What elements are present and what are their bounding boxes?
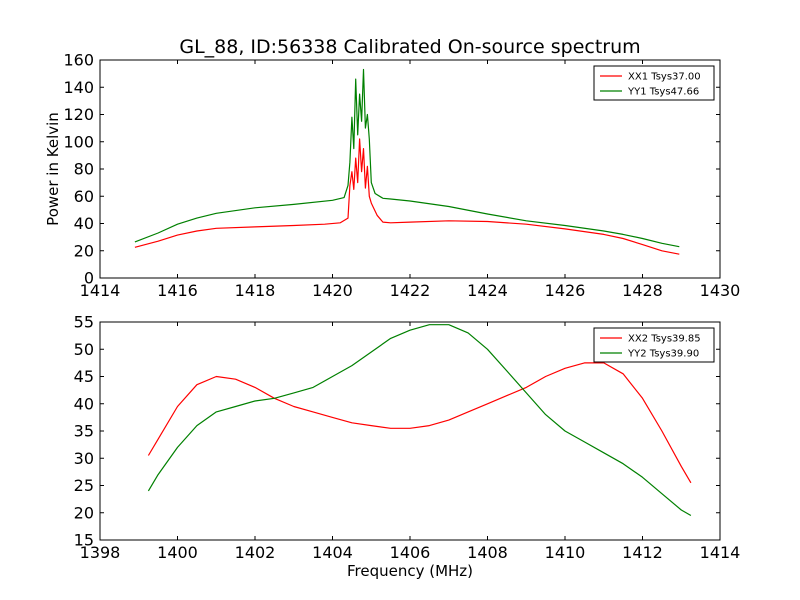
top-panel: 1414 1416 1418 1420 1422 1424 1426 1428 1430 0 20 4… [44, 51, 740, 301]
x-tick-label: 1398 [80, 543, 121, 562]
y-tick-label: 40 [74, 394, 94, 413]
legend-entry: XX2 Tsys39.85 [628, 334, 701, 345]
y-tick-label: 60 [74, 187, 94, 206]
x-tick-label: 1430 [700, 281, 741, 300]
y-tick-label: 100 [63, 132, 94, 151]
series-line-xx2 [147, 362, 692, 484]
y-tick-label: 80 [74, 160, 94, 179]
y-tick-label: 45 [74, 367, 94, 386]
y-tick-label: 40 [74, 214, 94, 233]
x-tick-label: 1414 [700, 543, 741, 562]
x-tick-label: 1426 [545, 281, 586, 300]
y-tick-label: 160 [63, 51, 94, 70]
y-axis-label: Power in Kelvin [44, 112, 62, 226]
legend: XX1 Tsys37.00 YY1 Tsys47.66 [593, 65, 715, 101]
y-tick-label: 15 [74, 531, 94, 550]
x-tick-label: 1408 [467, 543, 508, 562]
legend-entry: YY1 Tsys47.66 [627, 87, 699, 98]
series-line-yy2 [147, 324, 692, 517]
legend-entry: YY2 Tsys39.90 [627, 349, 699, 360]
x-tick-label: 1424 [467, 281, 508, 300]
x-tick-label: 1428 [622, 281, 663, 300]
y-tick-label: 25 [74, 476, 94, 495]
x-tick-label: 1422 [390, 281, 431, 300]
series-line-yy1 [134, 68, 680, 248]
y-tick-label: 55 [74, 313, 94, 332]
chart-title: GL_88, ID:56338 Calibrated On-source spe… [179, 36, 640, 58]
x-tick-label: 1406 [390, 543, 431, 562]
y-tick-label: 0 [84, 269, 94, 288]
x-tick-label: 1402 [235, 543, 276, 562]
y-tick-label: 120 [63, 105, 94, 124]
series-line-xx1 [134, 138, 680, 255]
legend-box [593, 65, 715, 101]
x-tick-label: 1420 [312, 281, 353, 300]
x-tick-label: 1400 [157, 543, 198, 562]
x-tick-label: 1410 [545, 543, 586, 562]
y-tick-label: 35 [74, 422, 94, 441]
y-tick-label: 140 [63, 78, 94, 97]
bottom-panel: 1398 1400 1402 1404 1406 1408 1410 1412 1414 15 20… [74, 313, 741, 581]
x-axis-label: Frequency (MHz) [347, 562, 473, 580]
legend-entry: XX1 Tsys37.00 [628, 72, 701, 83]
x-tick-label: 1414 [80, 281, 121, 300]
x-tick-label: 1416 [157, 281, 198, 300]
y-tick-label: 20 [74, 241, 94, 260]
x-tick-label: 1412 [622, 543, 663, 562]
y-tick-label: 20 [74, 503, 94, 522]
x-tick-label: 1404 [312, 543, 353, 562]
y-tick-label: 30 [74, 449, 94, 468]
legend-box [593, 327, 715, 363]
legend: XX2 Tsys39.85 YY2 Tsys39.90 [593, 327, 715, 363]
x-tick-label: 1418 [235, 281, 276, 300]
y-tick-label: 50 [74, 340, 94, 359]
